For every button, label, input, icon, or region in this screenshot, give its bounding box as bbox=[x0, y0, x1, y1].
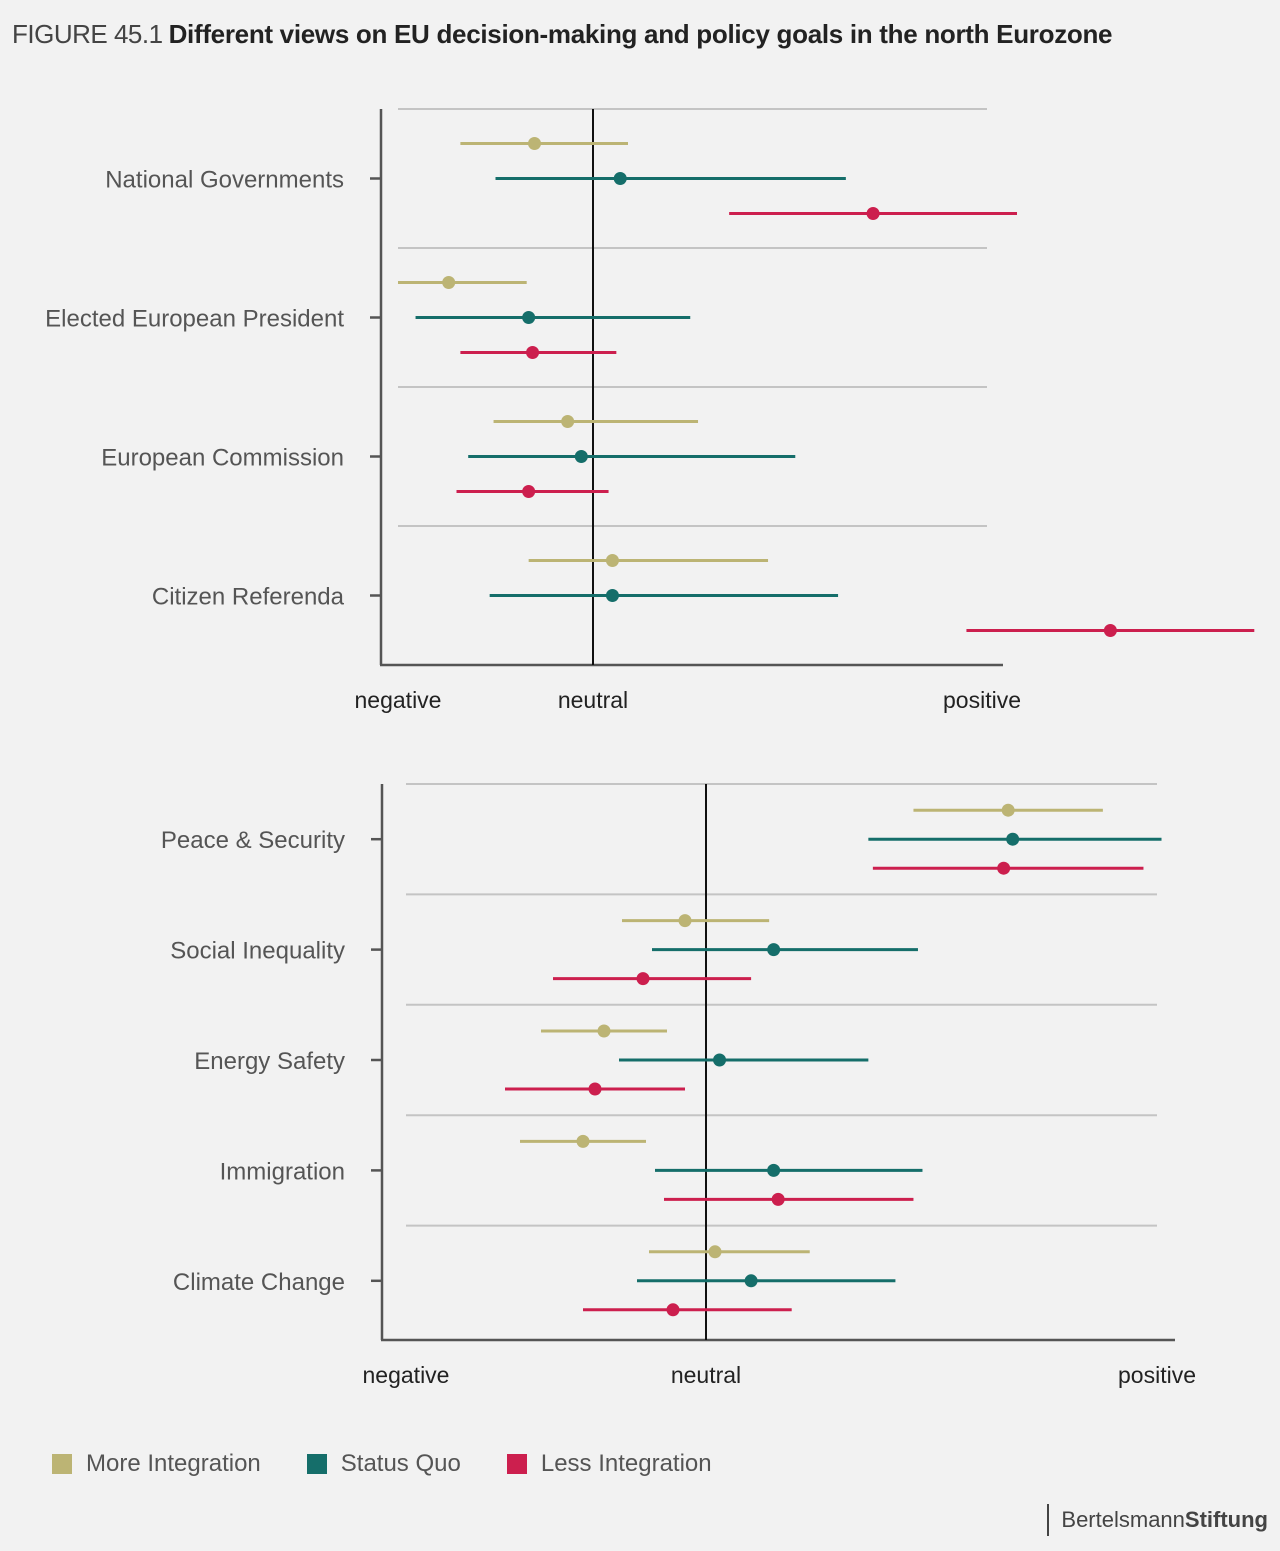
chart2-point-less-integration-peace-and-security bbox=[997, 861, 1011, 875]
chart1-category-label-national-governments: National Governments bbox=[105, 167, 344, 194]
chart2-point-status-quo-social-inequality bbox=[767, 943, 781, 957]
chart2-point-more-integration-energy-safety bbox=[597, 1024, 611, 1038]
chart1-point-less-integration-elected-european-president bbox=[526, 346, 540, 359]
legend-item-more-integration: More Integration bbox=[52, 1450, 261, 1478]
chart1-point-more-integration-european-commission bbox=[561, 415, 575, 428]
chart2-point-more-integration-peace-and-security bbox=[1001, 803, 1015, 817]
chart1-x-tick-label-negative: negative bbox=[355, 687, 442, 713]
legend-label-more-integration: More Integration bbox=[86, 1450, 261, 1477]
chart2-point-less-integration-energy-safety bbox=[588, 1082, 602, 1096]
chart2-category-label-climate-change: Climate Change bbox=[173, 1269, 345, 1296]
chart1-point-status-quo-elected-european-president bbox=[522, 311, 536, 324]
chart1-point-status-quo-citizen-referenda bbox=[605, 589, 619, 602]
chart1-category-label-european-commission: European Commission bbox=[101, 445, 344, 472]
chart2-point-status-quo-immigration bbox=[767, 1163, 781, 1177]
chart2-point-less-integration-climate-change bbox=[666, 1303, 680, 1317]
chart1-point-more-integration-elected-european-president bbox=[442, 276, 456, 289]
charts-canvas: National Governments Elected European Pre… bbox=[45, 108, 1255, 1388]
chart2-point-less-integration-immigration bbox=[771, 1192, 785, 1206]
figure-label: FIGURE 45.1 bbox=[12, 19, 163, 49]
chart1-point-less-integration-european-commission bbox=[522, 485, 536, 498]
chart2-point-status-quo-peace-and-security bbox=[1006, 832, 1020, 846]
legend: More Integration Status Quo Less Integra… bbox=[52, 1450, 758, 1478]
legend-item-status-quo: Status Quo bbox=[306, 1450, 461, 1478]
legend-swatch-status-quo bbox=[306, 1454, 327, 1474]
chart2-category-label-energy-safety: Energy Safety bbox=[194, 1048, 345, 1075]
chart2-point-more-integration-immigration bbox=[576, 1134, 590, 1148]
chart1-point-status-quo-national-governments bbox=[613, 172, 627, 185]
chart2-x-tick-label-neutral: neutral bbox=[671, 1362, 741, 1388]
chart1-point-status-quo-european-commission bbox=[574, 450, 588, 463]
chart1-x-tick-label-neutral: neutral bbox=[558, 687, 628, 713]
chart2-point-status-quo-climate-change bbox=[744, 1274, 758, 1288]
chart2-category-label-social-inequality: Social Inequality bbox=[170, 938, 345, 965]
figure-title: Different views on EU decision-making an… bbox=[168, 19, 1113, 49]
chart2-category-label-immigration: Immigration bbox=[220, 1158, 345, 1185]
brand-name-part1: Bertelsmann bbox=[1061, 1507, 1185, 1532]
chart1-point-more-integration-citizen-referenda bbox=[605, 554, 619, 567]
legend-item-less-integration: Less Integration bbox=[506, 1450, 712, 1478]
chart2-point-more-integration-social-inequality bbox=[678, 914, 692, 928]
chart1-x-tick-label-positive: positive bbox=[943, 687, 1021, 713]
chart2-x-tick-label-positive: positive bbox=[1118, 1362, 1196, 1388]
chart1-category-label-elected-european-president: Elected European President bbox=[45, 306, 344, 333]
brand-name-part2: Stiftung bbox=[1184, 1507, 1268, 1532]
brand-logo: BertelsmannStiftung bbox=[1047, 1504, 1268, 1536]
figure-header: FIGURE 45.1 Different views on EU decisio… bbox=[12, 16, 1113, 52]
legend-label-status-quo: Status Quo bbox=[340, 1450, 461, 1477]
chart2-category-label-peace-and-security: Peace & Security bbox=[161, 827, 345, 854]
chart1-point-less-integration-national-governments bbox=[866, 207, 880, 220]
chart2-point-status-quo-energy-safety bbox=[713, 1053, 727, 1067]
chart1-point-less-integration-citizen-referenda bbox=[1103, 624, 1117, 637]
chart2-x-tick-label-negative: negative bbox=[363, 1362, 450, 1388]
legend-swatch-less-integration bbox=[506, 1454, 527, 1474]
legend-swatch-more-integration bbox=[52, 1454, 72, 1474]
chart1-category-label-citizen-referenda: Citizen Referenda bbox=[152, 584, 345, 611]
chart2-point-more-integration-climate-change bbox=[708, 1245, 722, 1259]
legend-label-less-integration: Less Integration bbox=[540, 1450, 712, 1477]
chart1-point-more-integration-national-governments bbox=[528, 137, 541, 150]
chart2-point-less-integration-social-inequality bbox=[636, 972, 650, 986]
